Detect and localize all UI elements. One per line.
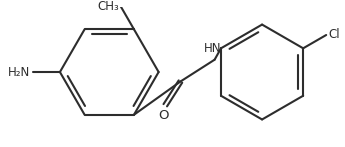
Text: HN: HN: [204, 42, 221, 55]
Text: O: O: [158, 109, 169, 122]
Text: H₂N: H₂N: [8, 66, 30, 78]
Text: CH₃: CH₃: [97, 0, 119, 13]
Text: Cl: Cl: [328, 27, 340, 41]
